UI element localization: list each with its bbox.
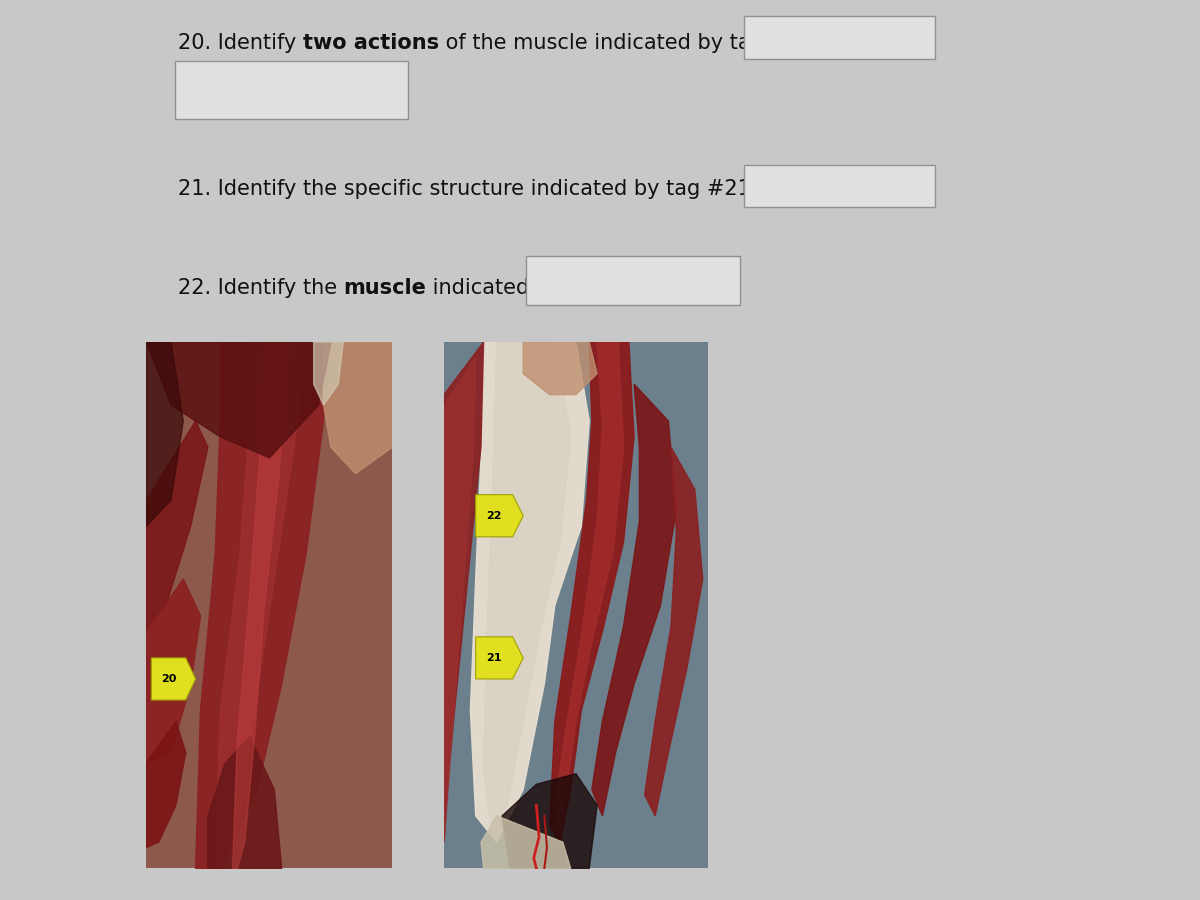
Text: 20. Identify: 20. Identify	[178, 33, 302, 53]
Text: muscle: muscle	[343, 278, 426, 298]
FancyBboxPatch shape	[526, 256, 740, 305]
Polygon shape	[146, 342, 331, 458]
Polygon shape	[324, 342, 392, 473]
FancyBboxPatch shape	[744, 16, 935, 58]
Polygon shape	[550, 342, 634, 842]
Polygon shape	[502, 774, 598, 868]
Text: 22: 22	[486, 510, 502, 521]
Polygon shape	[484, 342, 571, 826]
Polygon shape	[196, 342, 331, 868]
Text: 20: 20	[161, 674, 176, 684]
Text: two actions: two actions	[302, 33, 439, 53]
Polygon shape	[146, 721, 186, 848]
Polygon shape	[523, 342, 598, 394]
Polygon shape	[470, 342, 589, 842]
Polygon shape	[233, 342, 289, 868]
FancyBboxPatch shape	[744, 165, 935, 207]
Polygon shape	[151, 658, 196, 700]
Text: indicated by tag #22.: indicated by tag #22.	[426, 278, 660, 298]
Polygon shape	[444, 342, 484, 842]
FancyBboxPatch shape	[175, 61, 408, 119]
Polygon shape	[146, 421, 208, 632]
Text: of the muscle indicated by tag #20.: of the muscle indicated by tag #20.	[439, 33, 821, 53]
Text: 21: 21	[486, 652, 502, 663]
Text: 21. Identify the specific structure indicated by tag #21.: 21. Identify the specific structure indi…	[178, 179, 757, 199]
Polygon shape	[592, 384, 677, 815]
Polygon shape	[481, 815, 571, 868]
Polygon shape	[146, 579, 200, 763]
Polygon shape	[208, 737, 282, 868]
Polygon shape	[215, 342, 306, 868]
Polygon shape	[444, 358, 475, 842]
Polygon shape	[475, 495, 523, 536]
Polygon shape	[554, 342, 624, 826]
Polygon shape	[313, 342, 343, 405]
Polygon shape	[146, 342, 184, 526]
Text: 22. Identify the: 22. Identify the	[178, 278, 343, 298]
Polygon shape	[644, 447, 703, 815]
Polygon shape	[475, 637, 523, 679]
